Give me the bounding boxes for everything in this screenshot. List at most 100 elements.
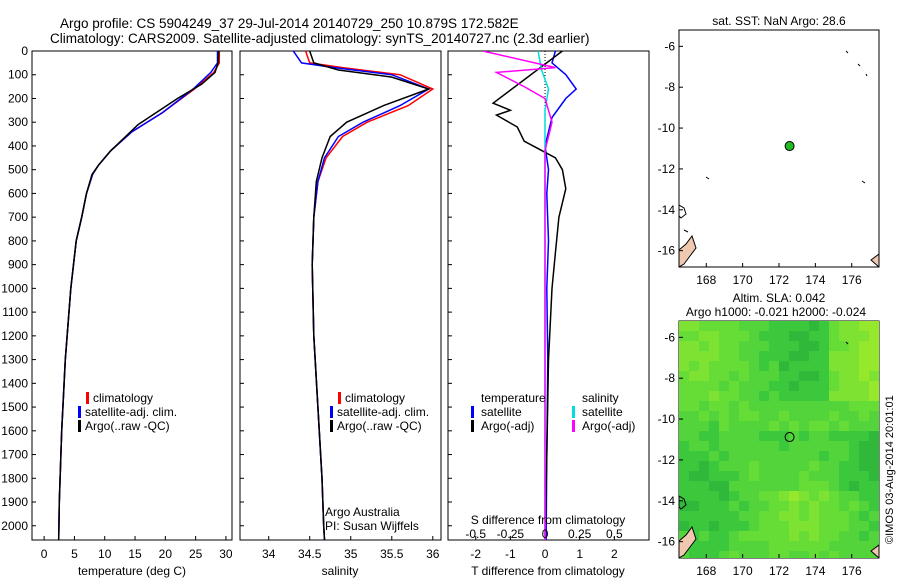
sla-heatmap-cell (689, 521, 700, 532)
sla-heatmap-cell (829, 401, 840, 412)
sla-heatmap-cell (679, 521, 690, 532)
sla-heatmap-cell (729, 391, 740, 402)
sla-heatmap-cell (849, 481, 860, 492)
s-tick-label: 0.5 (606, 527, 623, 541)
sla-heatmap-cell (749, 461, 760, 472)
sla-heatmap-cell (829, 541, 840, 552)
sla-heatmap-cell (719, 431, 730, 442)
sla-heatmap-cell (759, 491, 770, 502)
sla-heatmap-cell (869, 401, 879, 412)
sla-heatmap-cell (809, 451, 820, 462)
sla-heatmap-cell (839, 531, 850, 542)
sla-heatmap-cell (749, 331, 760, 342)
difference-panel: -2 -1 0 1 2 temperature salinity satellite A… (447, 50, 650, 578)
sla-heatmap-cell (779, 361, 790, 372)
sla-heatmap-cell (679, 321, 690, 332)
sla-heatmap-cell (789, 481, 800, 492)
sla-heatmap-cell (709, 441, 720, 452)
sla-heatmap-cell (829, 471, 840, 482)
depth-tick-label: 1600 (1, 424, 28, 438)
sla-heatmap-cell (799, 391, 810, 402)
sla-heatmap-cell (699, 531, 710, 542)
sla-heatmap-cell (849, 441, 860, 452)
sla-heatmap-cell (759, 401, 770, 412)
sla-heatmap-cell (749, 381, 760, 392)
sla-heatmap-cell (829, 511, 840, 522)
sla-heatmap-cell (809, 371, 820, 382)
sla-heatmap-cell (769, 441, 780, 452)
sla-heatmap-cell (769, 331, 780, 342)
sla-heatmap-cell (819, 501, 830, 512)
map-y-tick-label: -12 (658, 453, 676, 467)
sla-heatmap-cell (809, 341, 820, 352)
sla-heatmap-cell (859, 471, 870, 482)
legend-swatch-argo (78, 420, 81, 432)
sla-heatmap-cell (819, 531, 830, 542)
map-y-tick-label: -6 (664, 39, 675, 53)
sla-heatmap-cell (759, 411, 770, 422)
sla-heatmap-cell (799, 401, 810, 412)
sla-heatmap-cell (859, 341, 870, 352)
sla-heatmap-cell (769, 361, 780, 372)
sla-heatmap-cell (839, 411, 850, 422)
sla-heatmap-cell (729, 521, 740, 532)
sla-heatmap-cell (829, 351, 840, 362)
depth-tick-label: 500 (8, 163, 28, 177)
sla-heatmap-cell (759, 541, 770, 552)
sla-heatmap-cell (819, 521, 830, 532)
sla-heatmap-cell (749, 441, 760, 452)
map-x-tick-label: 176 (842, 273, 862, 287)
map-y-tick-label: -8 (664, 80, 675, 94)
sla-heatmap-cell (719, 551, 730, 558)
sla-heatmap-cell (779, 481, 790, 492)
sla-heatmap-cell (759, 431, 770, 442)
sla-heatmap-cell (689, 481, 700, 492)
sla-heatmap-cell (709, 401, 720, 412)
sla-heatmap-cell (679, 491, 690, 502)
sla-heatmap-cell (699, 501, 710, 512)
sla-heatmap-cell (769, 511, 780, 522)
sla-heatmap-cell (749, 341, 760, 352)
sla-heatmap-cell (689, 351, 700, 362)
sla-heatmap-cell (779, 491, 790, 502)
sla-heatmap-cell (739, 431, 750, 442)
sla-heatmap-cell (839, 441, 850, 452)
series-line-temperature-argo-adj (491, 51, 567, 540)
sla-heatmap-cell (739, 461, 750, 472)
depth-tick-label: 1500 (1, 400, 28, 414)
sla-heatmap-cell (779, 341, 790, 352)
sst-map: sat. SST: NaN Argo: 28.6 168 170 172 174 176… (658, 14, 880, 287)
sla-heatmap-cell (789, 551, 800, 558)
sla-heatmap-cell (709, 341, 720, 352)
sla-heatmap-cell (729, 401, 740, 412)
sla-heatmap-cell (689, 511, 700, 522)
sst-map-title: sat. SST: NaN Argo: 28.6 (712, 14, 846, 28)
sla-heatmap-cell (829, 341, 840, 352)
sla-heatmap-cell (809, 411, 820, 422)
sla-heatmap-cell (779, 461, 790, 472)
sla-heatmap-cell (729, 491, 740, 502)
sla-heatmap-cell (709, 541, 720, 552)
sla-heatmap-cell (859, 481, 870, 492)
sla-heatmap-cell (769, 391, 780, 402)
sla-heatmap-cell (779, 381, 790, 392)
sla-heatmap-cell (699, 341, 710, 352)
sla-heatmap-cell (859, 421, 870, 432)
sla-heatmap-cell (699, 481, 710, 492)
sla-heatmap-cell (709, 321, 720, 332)
sla-heatmap-cell (719, 391, 730, 402)
sla-heatmap-cell (829, 531, 840, 542)
sla-heatmap-cell (689, 461, 700, 472)
sla-heatmap-cell (839, 511, 850, 522)
legend-swatch-s-argo (572, 420, 575, 432)
salinity-legend: climatology satellite-adj. clim. Argo(..… (330, 391, 429, 433)
sla-heatmap-cell (759, 361, 770, 372)
sla-heatmap-cell (789, 401, 800, 412)
x-tick-label: 10 (98, 547, 112, 561)
sla-heatmap-cell (849, 551, 860, 558)
sla-heatmap-cell (849, 341, 860, 352)
temperature-xlabel: temperature (deg C) (78, 564, 186, 578)
sla-heatmap-cell (799, 371, 810, 382)
sla-heatmap-cell (829, 491, 840, 502)
sla-heatmap-cell (739, 331, 750, 342)
